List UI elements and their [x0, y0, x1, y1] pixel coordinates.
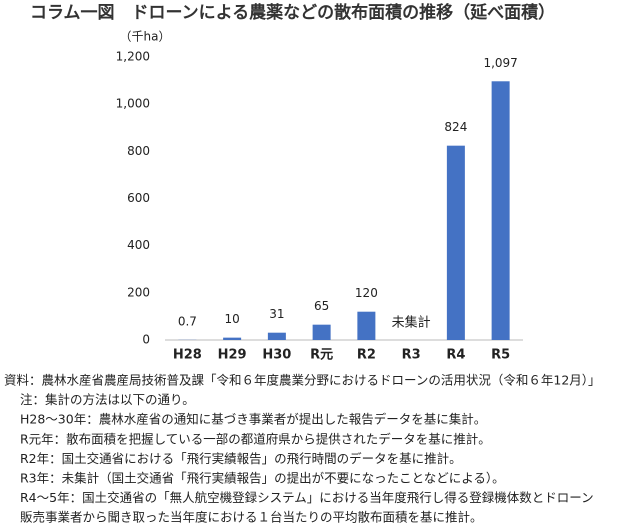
- y-tick-label: 400: [127, 238, 150, 252]
- x-tick-label: R2: [357, 348, 376, 363]
- y-tick-label: 1,000: [116, 97, 150, 111]
- note-line: R3年：未集計（国土交通省「飛行実績報告」の提出が不要になったことなどによる）。: [20, 471, 505, 486]
- value-label: 1,097: [483, 56, 517, 70]
- note-line: 販売事業者から聞き取った当年度における１台当たりの平均散布面積を基に推計。: [20, 510, 483, 525]
- value-label: 120: [355, 286, 378, 300]
- x-tick-label: R4: [446, 348, 465, 363]
- x-tick-label: H29: [218, 348, 247, 363]
- x-tick-label: H28: [173, 348, 202, 363]
- x-tick-label: H30: [262, 348, 291, 363]
- y-axis-label: （千ha）: [120, 30, 171, 44]
- annotation: 未集計: [392, 315, 431, 331]
- note-line: R元年：散布面積を把握している一部の都道府県から提供されたデータを基に推計。: [20, 431, 491, 446]
- bar: [223, 337, 242, 340]
- x-tick-label: R元: [310, 348, 333, 363]
- note-line: 資料：農林水産省農産局技術普及課「令和６年度農業分野におけるドローンの活用状況（…: [4, 373, 601, 388]
- y-tick-label: 0: [142, 333, 150, 347]
- value-label: 10: [224, 312, 239, 326]
- note-line: H28～30年：農林水産省の通知に基づき事業者が提出した報告データを基に集計。: [20, 412, 486, 427]
- value-label: 0.7: [178, 314, 197, 328]
- value-label: 824: [444, 120, 467, 134]
- note-line: R2年：国土交通省における「飛行実績報告」の飛行時間のデータを基に推計。: [20, 451, 462, 466]
- bar: [312, 324, 331, 340]
- note-line: R4～5年：国土交通省の「無人航空機登録システム」における当年度飛行し得る登録機…: [20, 490, 594, 505]
- y-tick-label: 200: [127, 285, 150, 299]
- y-tick-label: 600: [127, 191, 150, 205]
- bar: [491, 81, 510, 340]
- value-label: 65: [314, 299, 329, 313]
- chart-title: コラム一図 ドローンによる農薬などの散布面積の推移（延べ面積）: [30, 2, 555, 23]
- value-label: 31: [269, 307, 284, 321]
- y-tick-label: 800: [127, 144, 150, 158]
- y-tick-label: 1,200: [116, 50, 150, 64]
- x-tick-label: R5: [491, 348, 510, 363]
- bar: [357, 311, 376, 340]
- bar: [446, 145, 465, 340]
- x-tick-label: R3: [402, 348, 421, 363]
- note-line: 注：集計の方法は以下の通り。: [20, 392, 195, 407]
- bar: [267, 332, 286, 340]
